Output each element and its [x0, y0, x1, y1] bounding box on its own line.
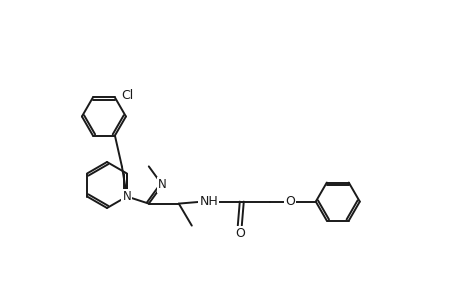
Text: N: N [157, 178, 166, 191]
Text: O: O [284, 195, 294, 208]
Text: O: O [235, 227, 244, 240]
Text: N: N [122, 190, 131, 203]
Text: NH: NH [199, 195, 218, 208]
Text: Cl: Cl [121, 89, 133, 102]
